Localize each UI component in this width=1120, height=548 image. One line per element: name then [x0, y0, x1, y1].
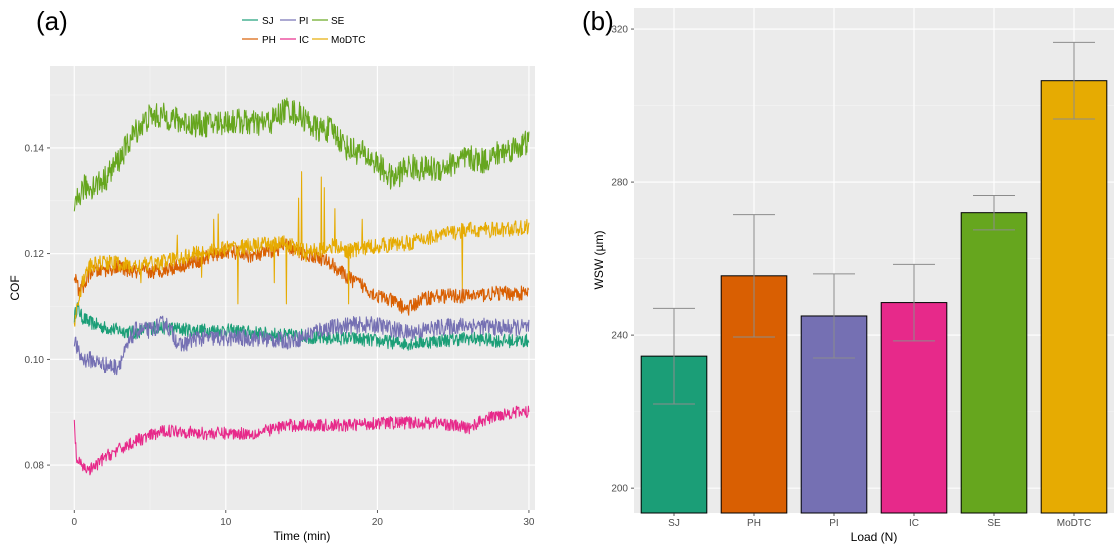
panel-a-y-tick-label: 0.10 — [25, 355, 45, 366]
legend-label-modtc: MoDTC — [331, 35, 365, 46]
series-line-ph — [73, 238, 530, 316]
panel-b-x-tick-label: SE — [987, 518, 1001, 529]
panel-a-y-tick-label: 0.12 — [25, 249, 45, 260]
panel-b-y-axis-title: WSW (µm) — [592, 231, 606, 290]
panel-b-y-tick-label: 240 — [611, 331, 628, 342]
panel-b-y-tick-label: 320 — [611, 25, 628, 36]
series-line-ic — [73, 405, 530, 476]
panel-a-y-tick-label: 0.08 — [25, 461, 45, 472]
panel-b-bars-group — [640, 41, 1108, 514]
panel-b-x-axis-title: Load (N) — [851, 530, 898, 544]
panel-a-x-tick-label: 0 — [71, 517, 77, 528]
legend-label-ic: IC — [299, 35, 309, 46]
legend-label-sj: SJ — [262, 16, 274, 27]
panel-a-x-tick-label: 20 — [372, 517, 384, 528]
panel-b-x-tick-label: IC — [909, 518, 919, 529]
panel-b-x-tick-label: SJ — [668, 518, 680, 529]
panel-b-plot-background — [634, 8, 1114, 513]
panel-b-y-tick-label: 280 — [611, 178, 628, 189]
panel-a-x-axis-title: Time (min) — [274, 529, 331, 543]
panel-a-legend: SJ PI SE PH IC MoDTC — [242, 16, 365, 46]
panel-a-x-tick-label: 30 — [523, 517, 535, 528]
panel-a-x-tick-label: 10 — [220, 517, 232, 528]
series-line-pi — [73, 315, 530, 376]
legend-label-se: SE — [331, 16, 345, 27]
panel-b-x-tick-label: PH — [747, 518, 761, 529]
panel-a-series-group — [73, 97, 530, 476]
panel-b-x-tick-label: MoDTC — [1057, 518, 1091, 529]
panel-b-x-tick-label: PI — [829, 518, 838, 529]
panel-b-y-tick-label: 200 — [611, 484, 628, 495]
bar-modtc — [1040, 80, 1108, 514]
series-line-se — [73, 97, 530, 212]
panel-a-y-tick-label: 0.14 — [25, 143, 45, 154]
series-line-modtc — [73, 171, 530, 327]
legend-label-ph: PH — [262, 35, 276, 46]
panel-a-y-axis-title: COF — [8, 275, 22, 300]
panel-a-label: (a) — [36, 6, 68, 36]
panel-a-tick-marks — [47, 147, 530, 513]
bar-se — [960, 212, 1028, 514]
panel-a: (a) 0.08 0.10 0.12 0.14 0 10 20 30 Time … — [8, 6, 535, 543]
legend-label-pi: PI — [299, 16, 308, 27]
panel-b: (b) 200 240 280 320 SJ PH PI IC SE MoDTC… — [582, 6, 1114, 544]
panel-b-label: (b) — [582, 6, 614, 36]
panel-b-tick-marks — [631, 28, 1075, 516]
